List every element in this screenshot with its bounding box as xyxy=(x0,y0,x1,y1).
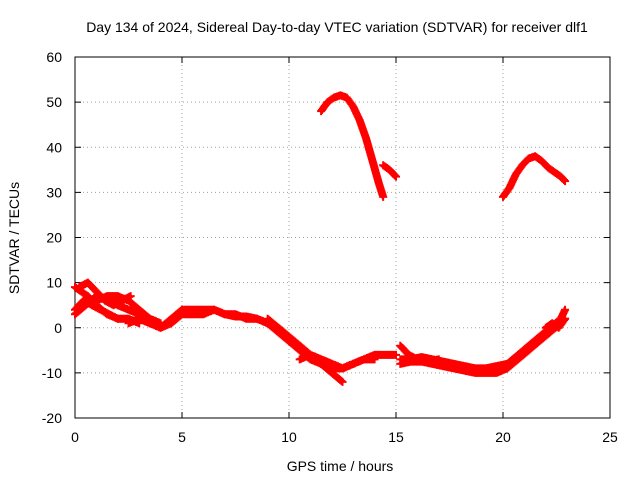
x-tick-label: 5 xyxy=(178,429,186,445)
y-axis-label: SDTVAR / TECUs xyxy=(6,182,22,294)
y-tick-label: 40 xyxy=(46,139,62,155)
data-point xyxy=(389,170,398,179)
y-tick-label: 20 xyxy=(46,230,62,246)
y-tick-label: -10 xyxy=(42,365,62,381)
series-pass-14 xyxy=(396,341,443,366)
y-tick-label: 60 xyxy=(46,49,62,65)
series-pass-9 xyxy=(295,350,358,373)
data-point xyxy=(390,171,399,180)
data-point xyxy=(560,307,569,316)
data-point xyxy=(369,355,378,364)
x-tick-label: 20 xyxy=(495,429,511,445)
series-pass-3 xyxy=(71,296,122,323)
y-tick-label: 10 xyxy=(46,275,62,291)
series-pass-10 xyxy=(317,91,388,201)
data-point xyxy=(347,360,356,369)
ticks xyxy=(74,56,611,419)
series-pass-16 xyxy=(541,314,570,332)
y-tick-label: 0 xyxy=(54,320,62,336)
tick-labels: 0 5 10 15 20 25 -20 -10 0 10 20 30 40 50 60 xyxy=(42,49,618,445)
data-point xyxy=(560,316,569,325)
data-point xyxy=(378,191,387,200)
x-tick-label: 25 xyxy=(602,429,618,445)
data-marks xyxy=(71,91,570,386)
series-pass-5 xyxy=(92,292,165,328)
series-pass-11 xyxy=(379,161,400,181)
y-tick-label: -20 xyxy=(42,410,62,426)
data-point xyxy=(390,350,399,359)
grid xyxy=(75,57,610,418)
data-point xyxy=(336,375,345,384)
data-point xyxy=(559,175,568,184)
x-tick-label: 10 xyxy=(281,429,297,445)
data-point xyxy=(433,355,442,364)
series-pass-15 xyxy=(499,152,570,201)
x-axis-label: GPS time / hours xyxy=(287,458,394,474)
data-point xyxy=(558,174,567,183)
data-point xyxy=(337,376,346,385)
data-point xyxy=(112,313,121,322)
x-tick-label: 15 xyxy=(388,429,404,445)
chart-title: Day 134 of 2024, Sidereal Day-to-day VTE… xyxy=(86,19,588,35)
y-tick-label: 50 xyxy=(46,94,62,110)
x-tick-label: 0 xyxy=(71,429,79,445)
y-tick-label: 30 xyxy=(46,184,62,200)
